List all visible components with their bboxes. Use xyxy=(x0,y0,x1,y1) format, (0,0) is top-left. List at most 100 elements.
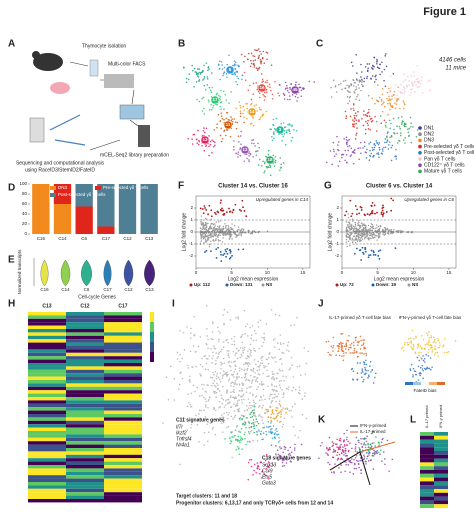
cell-dot xyxy=(208,154,210,157)
cell-dot xyxy=(390,159,393,162)
cell-dot xyxy=(358,99,361,102)
cell-dot xyxy=(233,343,236,346)
cell-dot xyxy=(241,341,244,344)
cell-dot xyxy=(357,460,359,462)
cell-dot xyxy=(348,96,351,99)
cell-dot xyxy=(368,375,370,378)
cell-dot xyxy=(241,382,243,384)
gene-dot xyxy=(231,255,233,257)
gene-dot xyxy=(383,234,385,237)
cell-dot xyxy=(374,451,376,453)
cell-dot xyxy=(244,79,247,81)
column-header: C12 xyxy=(80,303,89,309)
gene-dot xyxy=(357,220,360,222)
heatmap-cell xyxy=(104,390,142,394)
heatmap-cell xyxy=(104,431,142,435)
cell-dot xyxy=(437,338,439,340)
cell-dot xyxy=(278,402,281,405)
cell-dot xyxy=(282,162,285,164)
cell-dot xyxy=(363,353,365,355)
cell-dot xyxy=(386,97,388,100)
cell-dot xyxy=(227,398,230,401)
cell-dot xyxy=(271,377,273,380)
cell-dot xyxy=(330,354,332,357)
cell-dot xyxy=(387,99,390,102)
gene-dot xyxy=(367,237,369,240)
cell-dot xyxy=(185,77,188,80)
cell-dot xyxy=(365,363,368,366)
cell-dot xyxy=(236,445,239,448)
cell-dot xyxy=(260,73,263,75)
cell-dot xyxy=(251,380,253,382)
cell-dot xyxy=(341,345,344,348)
gene-dot xyxy=(369,228,371,230)
cell-dot xyxy=(207,400,210,402)
cell-dot xyxy=(219,95,221,98)
cell-dot xyxy=(225,373,228,376)
gene-dot xyxy=(368,239,370,241)
column-header: C17 xyxy=(118,303,127,309)
cluster-badge xyxy=(257,83,267,93)
cell-dot xyxy=(416,129,419,131)
heatmap-cell xyxy=(66,410,104,414)
cell-dot xyxy=(196,142,199,145)
cell-dot xyxy=(193,133,196,136)
cell-dot xyxy=(238,383,241,386)
cell-dot xyxy=(403,102,405,104)
heatmap-cell xyxy=(66,488,104,493)
cell-dot xyxy=(361,118,363,120)
cell-dot xyxy=(228,364,231,367)
violin xyxy=(123,259,134,287)
gene-dot xyxy=(225,226,227,228)
cell-dot xyxy=(335,153,338,155)
cell-dot xyxy=(226,111,228,114)
cell-dot xyxy=(235,404,238,407)
cell-dot xyxy=(188,73,191,75)
cell-dot xyxy=(386,136,388,139)
cell-dot xyxy=(187,393,189,395)
cell-dot xyxy=(279,404,282,406)
cell-dot xyxy=(272,357,274,359)
cell-dot xyxy=(235,438,237,441)
cell-dot xyxy=(369,118,372,120)
y-tick-label: 0 xyxy=(336,229,339,234)
cell-dot xyxy=(230,361,233,363)
cell-dot xyxy=(246,416,248,419)
cell-dot xyxy=(369,447,371,449)
gene-dot xyxy=(217,239,220,241)
gene-dot xyxy=(372,237,374,239)
cell-dot xyxy=(397,98,400,100)
cell-dot xyxy=(422,338,425,341)
legend-label: Pre-selected γδ T cells xyxy=(103,185,149,190)
gene-dot xyxy=(382,213,384,216)
cell-dot xyxy=(250,337,253,340)
gene-dot xyxy=(348,234,351,237)
gene-dot xyxy=(210,235,212,238)
cell-dot xyxy=(247,52,250,55)
cell-dot xyxy=(223,323,225,326)
cell-dot xyxy=(246,367,249,370)
cell-dot xyxy=(203,77,205,80)
gene-dot xyxy=(210,218,212,221)
gene-dot xyxy=(204,207,206,209)
cell-dot xyxy=(268,462,271,464)
cell-dot xyxy=(248,422,251,424)
cell-dot xyxy=(340,443,342,446)
cell-dot xyxy=(355,78,358,80)
gene-dot xyxy=(361,233,363,235)
cell-dot xyxy=(345,115,348,117)
cell-dot xyxy=(365,354,368,357)
cell-dot xyxy=(374,102,376,105)
heatmap-cell xyxy=(66,478,104,482)
signature-title: C18 signature genes xyxy=(262,455,311,461)
cell-dot xyxy=(299,429,301,432)
cell-dot xyxy=(256,462,259,464)
cell-dot xyxy=(276,430,278,433)
cell-dot xyxy=(246,369,249,371)
cell-dot xyxy=(202,388,204,390)
cell-dot xyxy=(282,375,284,378)
cell-dot xyxy=(244,379,247,382)
heatmap-cell xyxy=(28,424,66,428)
heatmap-cell xyxy=(28,363,66,367)
cell-dot xyxy=(237,410,240,413)
